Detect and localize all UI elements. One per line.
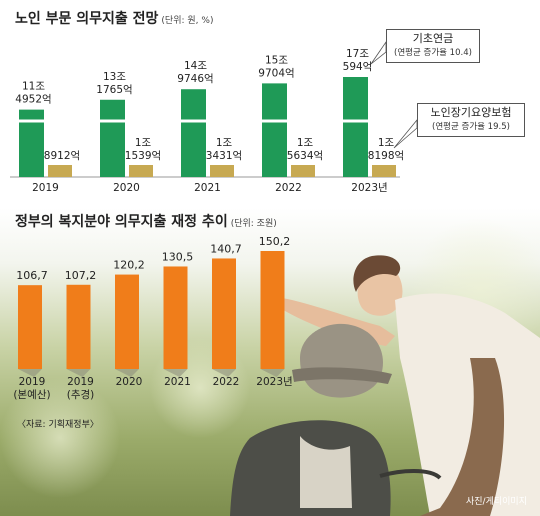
chart1-title-text: 노인 부문 의무지출 전망 [15,11,159,27]
bar-shadow-4 [212,369,236,377]
chart2-category-0-0: 2019 [19,376,46,388]
bar-ltc-4 [372,165,396,177]
bar-welfare-3 [163,266,188,369]
chart2-title: 정부의 복지분야 의무지출 재정 추이 (단위: 조원) [15,211,277,231]
pension-label-1-1: 1765억 [96,84,132,96]
chart1-title: 노인 부문 의무지출 전망 (단위: 원, %) [15,8,213,28]
welfare-label-0: 106,7 [16,269,48,282]
man-figure [230,323,392,516]
pension-label-3-1: 9704억 [258,67,294,79]
chart2-unit: (단위: 조원) [230,219,277,229]
ltc-label-1-1: 1539억 [125,150,161,162]
pension-label-3-0: 15조 [265,54,288,66]
chart1-category-3: 2022 [275,182,302,194]
callout-pension-name: 기초연금 [412,32,454,45]
bar-welfare-5 [260,251,285,369]
chart2-category-1-1: (추경) [67,388,95,401]
bar-welfare-1 [66,284,91,369]
ltc-label-4-0: 1조 [378,137,395,149]
callout-ltc-rate: (연평균 증가율 19.5) [432,122,510,132]
ltc-label-4-1: 8198억 [368,150,404,162]
photo-credit: 사진/게티이미지 [466,497,527,507]
pension-label-0-0: 11조 [22,81,45,93]
chart2-category-4-0: 2022 [213,376,240,388]
ltc-label-3-0: 1조 [297,137,314,149]
chart2-category-2-0: 2020 [116,376,143,388]
bar-ltc-0 [48,165,72,177]
bar-welfare-0 [18,285,42,369]
bar-shadow-5 [260,369,285,377]
chart2-title-text: 정부의 복지분야 의무지출 재정 추이 [15,214,228,230]
chart2-category-5-0: 2023년 [256,376,292,388]
bar-shadow-2 [115,369,139,377]
ltc-label-2-1: 3431억 [206,150,242,162]
welfare-label-1: 107,2 [65,269,97,282]
bar-welfare-2 [115,274,139,369]
wheelchair-handle [379,469,442,480]
callout-pension: 기초연금 (연평균 증가율 10.4) [386,29,480,63]
source-note: 〈자료: 기획재정부〉 [17,420,99,430]
callout-ltc: 노인장기요양보험 (연평균 증가율 19.5) [417,103,525,137]
bar-pension-4 [343,77,368,177]
callout-ltc-name: 노인장기요양보험 [430,106,512,119]
ltc-label-2-0: 1조 [216,137,233,149]
pension-label-4-0: 17조 [346,48,369,60]
bar-welfare-4 [212,258,236,369]
chart2-category-0-1: (본예산) [13,388,50,401]
welfare-label-3: 130,5 [162,250,194,263]
bar-pension-3 [262,83,287,177]
chart1-category-1: 2020 [113,182,140,194]
chart2-category-1-0: 2019 [67,376,94,388]
bar-shadow-1 [66,369,91,377]
welfare-label-2: 120,2 [113,259,145,272]
chart1-category-2: 2021 [194,182,221,194]
callout-pension-rate: (연평균 증가율 10.4) [394,48,472,58]
welfare-label-4: 140,7 [210,242,242,255]
bar-shadow-0 [18,369,42,377]
woman-figure [280,255,540,516]
ltc-label-1-0: 1조 [135,137,152,149]
chart2-category-3-0: 2021 [164,376,191,388]
pension-label-0-1: 4952억 [15,94,51,106]
ltc-label-0-0: 8912억 [44,150,80,162]
pension-label-2-1: 9746억 [177,73,213,85]
pension-label-1-0: 13조 [103,71,126,83]
bar-ltc-3 [291,165,315,177]
pension-label-2-0: 14조 [184,60,207,72]
ltc-label-3-1: 5634억 [287,150,323,162]
bar-ltc-2 [210,165,234,177]
bar-shadow-3 [163,369,188,377]
chart1-unit: (단위: 원, %) [161,16,214,26]
pension-label-4-1: 594억 [343,61,373,73]
bar-ltc-1 [129,165,153,177]
chart1-category-0: 2019 [32,182,59,194]
chart1-category-4: 2023년 [351,182,387,194]
bar-pension-2 [181,89,206,177]
bar-pension-1 [100,99,125,177]
welfare-label-5: 150,2 [259,235,291,248]
